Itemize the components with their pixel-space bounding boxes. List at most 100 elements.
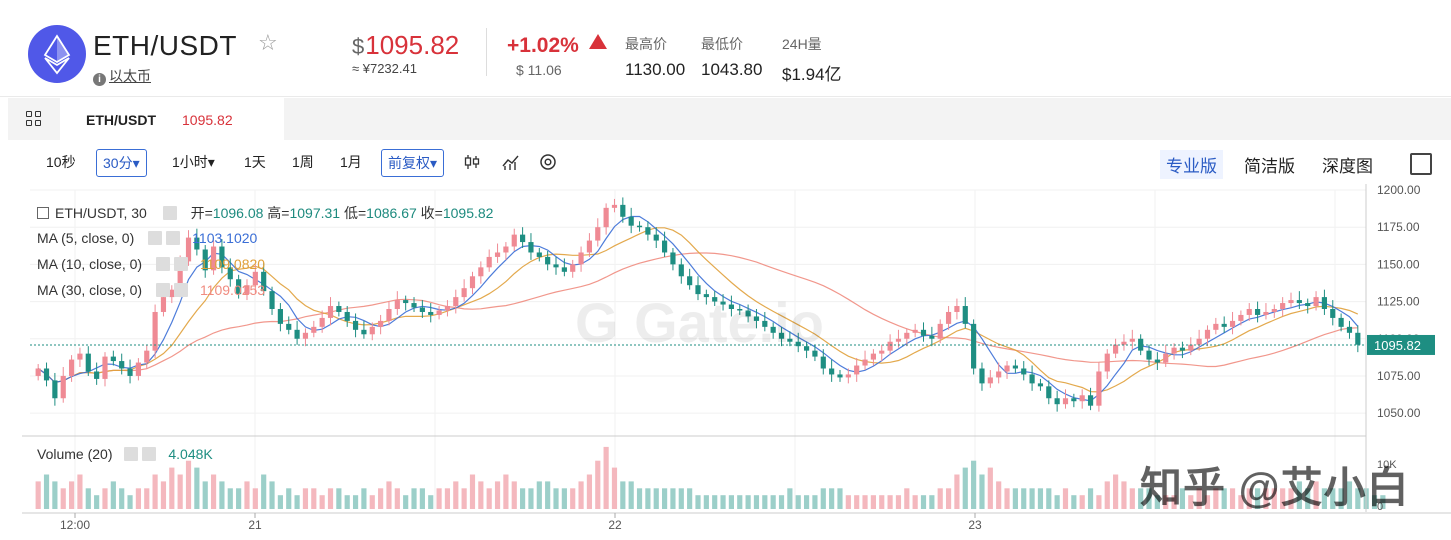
interval-10s[interactable]: 10秒 [46, 154, 76, 170]
candle [636, 225, 643, 228]
ma30-settings-icon[interactable] [156, 283, 171, 297]
candle [85, 353, 91, 372]
volume-bar [486, 488, 492, 509]
high-value: 1097.31 [289, 205, 341, 221]
legend-collapse-icon[interactable] [37, 207, 49, 219]
candle [929, 335, 935, 339]
favorite-star-icon[interactable]: ☆ [258, 30, 278, 55]
adjust-select[interactable]: 前复权▾ [381, 149, 445, 177]
volume-bar [411, 488, 417, 509]
volume-bar [319, 495, 325, 509]
candle [144, 350, 150, 363]
volume-bar [202, 481, 208, 509]
volume-bar [68, 481, 75, 509]
coin-name[interactable]: 以太币 [109, 68, 151, 84]
candle [603, 207, 609, 228]
y-tick-label: 1100.00 [1377, 332, 1420, 346]
candle [1229, 320, 1236, 327]
ma30-legend: MA (30, close, 0) 1109.0253 [37, 282, 265, 298]
ticker-header: ETH/USDT ☆ i 以太币 $1095.82 ≈ ¥7232.41 +1.0… [0, 0, 1451, 96]
x-tick-label: 22 [608, 518, 622, 532]
stat-value: $1.94亿 [782, 65, 842, 84]
view-depth[interactable]: 深度图 [1322, 157, 1373, 176]
indicators-icon[interactable] [502, 153, 520, 171]
interval-1w[interactable]: 1周 [292, 154, 314, 170]
volume-bar [945, 488, 952, 509]
volume-close-icon[interactable] [142, 447, 157, 461]
volume-bar [929, 495, 935, 509]
last-price-badge [1367, 334, 1435, 355]
candle [996, 371, 1002, 378]
tab-price: 1095.82 [182, 112, 233, 128]
ma10-settings-icon[interactable] [156, 257, 171, 271]
y-tick-label: 1050.00 [1377, 406, 1421, 420]
interval-30m[interactable]: 30分▾ [96, 149, 147, 177]
volume-bar [210, 474, 217, 509]
interval-1h[interactable]: 1小时▾ [172, 154, 215, 170]
open-label: 开= [190, 205, 213, 221]
candle [1037, 383, 1044, 387]
candle [1121, 341, 1127, 345]
candlestick-type-icon[interactable] [463, 153, 481, 171]
zhihu-watermark: 知乎 @艾小白 [1140, 464, 1410, 511]
stat-high: 最高价 1130.00 [625, 34, 685, 80]
volume-bar [1129, 488, 1135, 509]
volume-bar [895, 495, 902, 509]
volume-bar [302, 488, 309, 509]
candle [561, 267, 567, 272]
volume-bar [904, 488, 910, 509]
volume-settings-icon[interactable] [124, 447, 139, 461]
volume-bar [745, 495, 751, 509]
legend-settings-icon[interactable] [162, 206, 177, 220]
tab-eth-usdt[interactable]: ETH/USDT 1095.82 [60, 98, 284, 140]
fullscreen-icon[interactable] [1410, 153, 1432, 175]
volume-bar [854, 495, 860, 509]
up-arrow-icon [589, 34, 607, 49]
candle [829, 368, 835, 375]
candle [1246, 309, 1252, 315]
volume-bar [43, 474, 50, 509]
volume-bar [1046, 488, 1052, 509]
candle [1355, 332, 1361, 345]
volume-bar [1054, 495, 1060, 509]
volume-bar [428, 495, 434, 509]
interval-1mo[interactable]: 1月 [340, 154, 362, 170]
view-pro[interactable]: 专业版 [1160, 150, 1223, 179]
volume-bar [252, 488, 258, 509]
candle [277, 309, 283, 324]
candle [662, 240, 668, 253]
candle [1138, 338, 1144, 351]
view-simple[interactable]: 简洁版 [1244, 157, 1295, 176]
candle [670, 252, 676, 265]
y-tick-label: 1075.00 [1377, 369, 1421, 383]
volume-bar [144, 488, 150, 509]
volume-bar [653, 488, 659, 509]
y-tick-label: 1125.00 [1377, 295, 1420, 309]
change-percent: +1.02% [507, 34, 579, 57]
candle [1346, 326, 1353, 333]
gate-watermark-logo: G Gate.io [575, 291, 824, 354]
ma30-close-icon[interactable] [174, 283, 189, 297]
volume-bar [962, 467, 968, 509]
ma10-close-icon[interactable] [174, 257, 189, 271]
candle [1087, 395, 1094, 406]
candle [1154, 359, 1160, 363]
volume-bar [261, 474, 267, 509]
ma5-settings-icon[interactable] [148, 231, 163, 245]
volume-bar [987, 467, 993, 509]
volume-bar [1121, 481, 1127, 509]
coin-name-link[interactable]: i 以太币 [93, 66, 151, 86]
low-value: 1086.67 [366, 205, 417, 221]
ma5-close-icon[interactable] [166, 231, 181, 245]
volume-bar [1087, 488, 1094, 509]
interval-1d[interactable]: 1天 [244, 154, 266, 170]
volume-bar [728, 495, 734, 509]
volume-bar [503, 474, 509, 509]
grid-layout-icon[interactable] [26, 111, 42, 127]
stat-label: 最低价 [701, 36, 743, 52]
volume-bar [102, 488, 108, 509]
settings-icon[interactable] [539, 153, 557, 171]
candle [645, 227, 651, 235]
volume-bar [511, 481, 517, 509]
volume-bar [160, 481, 167, 509]
